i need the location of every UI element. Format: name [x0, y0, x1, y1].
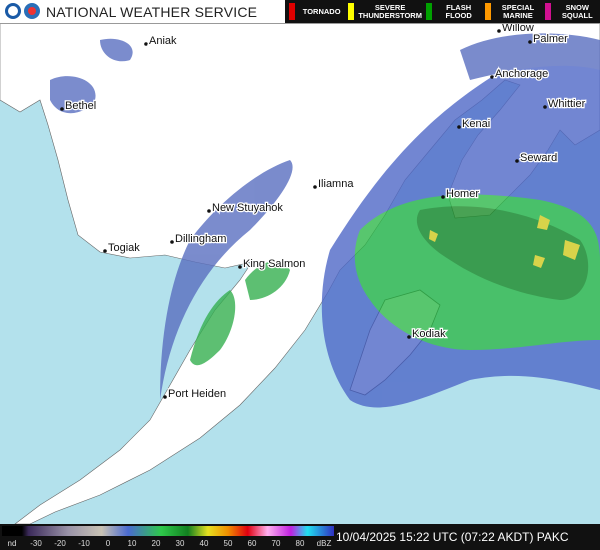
city-label: Kodiak: [412, 328, 446, 340]
city-label: Bethel: [65, 100, 96, 112]
city-dot: [144, 42, 148, 46]
city-dot: [103, 249, 107, 253]
city-label: New Stuyahok: [212, 202, 283, 214]
city-label: Togiak: [108, 242, 140, 254]
scale-label: 60: [248, 539, 257, 548]
city-label: Homer: [446, 188, 479, 200]
scale-label: 20: [152, 539, 161, 548]
title: NATIONAL WEATHER SERVICE: [46, 4, 258, 20]
city-dot: [238, 265, 242, 269]
city-label: Anchorage: [495, 68, 548, 80]
scale-label: dBZ: [317, 539, 332, 548]
city-label: Port Heiden: [168, 388, 226, 400]
warning-label: SNOW SQUALL: [561, 2, 593, 20]
scale-label: 80: [296, 539, 305, 548]
city-dot: [543, 105, 547, 109]
timestamp: 10/04/2025 15:22 UTC (07:22 AKDT) PAKC: [336, 530, 569, 544]
scale-label: 0: [106, 539, 111, 548]
warning-item: SNOW SQUALL: [541, 0, 600, 23]
scale-label: -30: [30, 539, 42, 548]
city-dot: [457, 125, 461, 129]
city-dot: [441, 195, 445, 199]
scale-label: 10: [128, 539, 137, 548]
city-label: Seward: [520, 152, 557, 164]
city-label: Willow: [502, 23, 534, 34]
warning-label: SPECIAL MARINE: [501, 2, 535, 20]
warning-swatch: [289, 3, 295, 20]
city-dot: [528, 40, 532, 44]
scale-label: 40: [200, 539, 209, 548]
warning-legend: TORNADO SEVERE THUNDERSTORM FLASH FLOOD SPE…: [285, 0, 600, 23]
city-label: Kenai: [462, 118, 490, 130]
warning-swatch: [348, 3, 355, 20]
city-label: Palmer: [533, 33, 568, 45]
warning-item: SPECIAL MARINE: [481, 0, 540, 23]
header: NATIONAL WEATHER SERVICE TORNADO SEVERE T…: [0, 0, 600, 24]
city-label: King Salmon: [243, 258, 305, 270]
city-dot: [407, 335, 411, 339]
city-dot: [170, 240, 174, 244]
footer: nd -30 -20 -10 0 10 20 30 40 50 60 70 80 dBZ 10/04/20…: [0, 524, 600, 550]
warning-swatch: [544, 3, 551, 20]
scale-label: 50: [224, 539, 233, 548]
warning-swatch: [425, 3, 432, 20]
city-dot: [60, 107, 64, 111]
city-dot: [515, 159, 519, 163]
city-dot: [313, 185, 317, 189]
scale-label: 30: [176, 539, 185, 548]
warning-label: TORNADO: [302, 6, 341, 16]
warning-item: SEVERE THUNDERSTORM: [344, 0, 422, 23]
scale-label: -20: [54, 539, 66, 548]
city-dot: [490, 75, 494, 79]
warning-label: SEVERE THUNDERSTORM: [358, 2, 422, 20]
warning-item: TORNADO: [285, 0, 344, 23]
city-label: Iliamna: [318, 178, 354, 190]
warning-swatch: [485, 3, 492, 20]
scale-label: -10: [78, 539, 90, 548]
scale-label: nd: [8, 539, 17, 548]
city-label: Aniak: [149, 35, 177, 47]
city-dot: [497, 29, 501, 33]
city-dot: [163, 395, 167, 399]
warning-item: FLASH FLOOD: [422, 0, 481, 23]
city-label: Whittier: [548, 98, 586, 110]
city-dot: [207, 209, 211, 213]
scale-label: 70: [272, 539, 281, 548]
color-scale: nd -30 -20 -10 0 10 20 30 40 50 60 70 80 dBZ: [2, 526, 334, 548]
radar-echoes: [50, 33, 600, 408]
logo: [5, 3, 40, 19]
warning-label: FLASH FLOOD: [445, 2, 472, 20]
city-label: Dillingham: [175, 233, 226, 245]
